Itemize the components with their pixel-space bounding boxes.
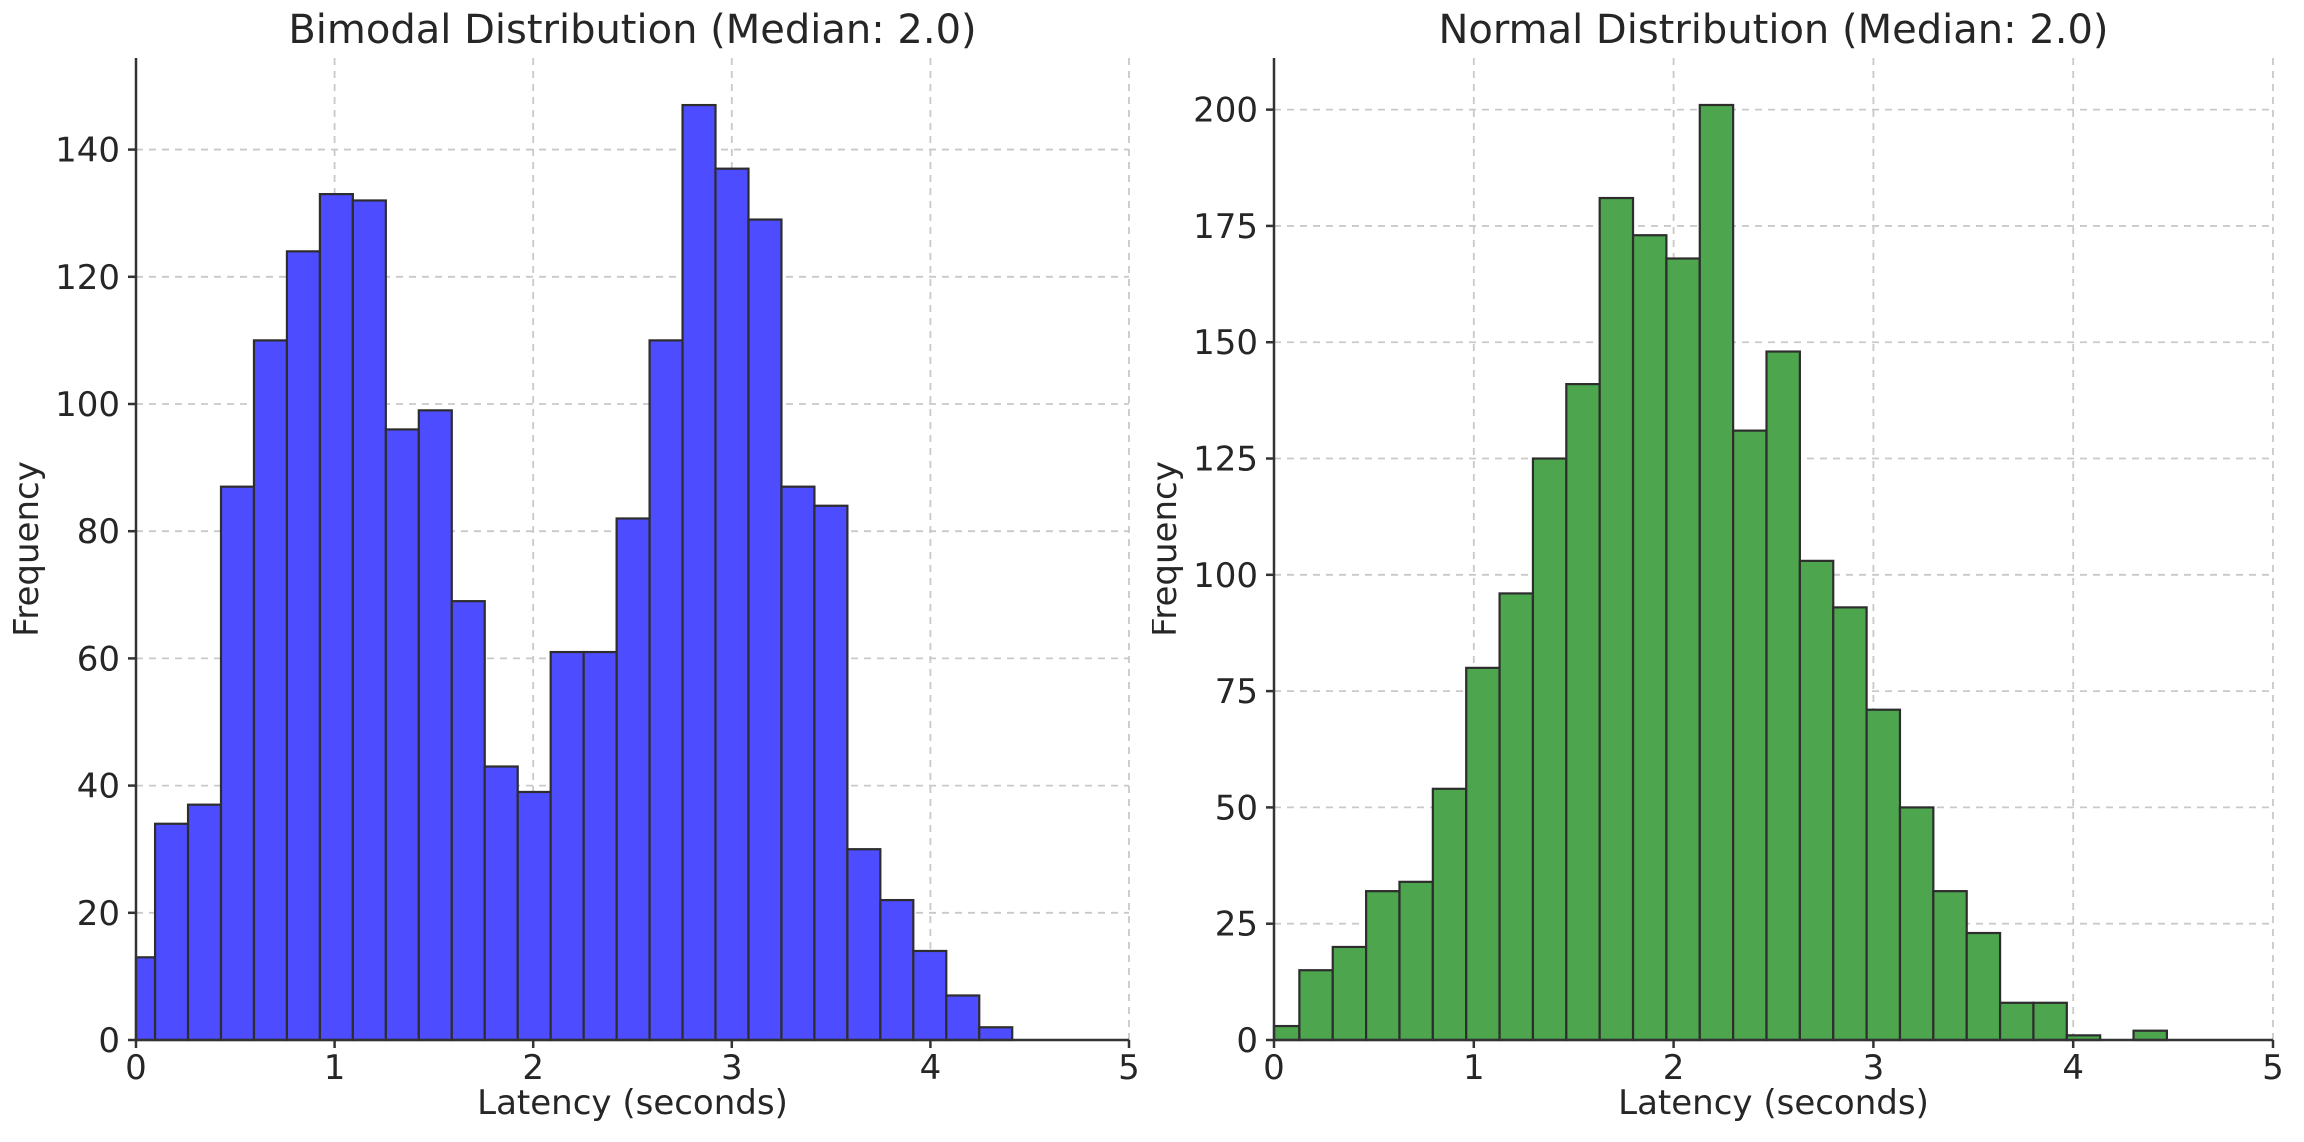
histogram-bar [582,650,618,1042]
x-tick-label: 2 [522,1048,544,1088]
histogram-bar [615,517,651,1042]
histogram-bar [483,765,519,1042]
panel-bimodal: 0 20 40 60 80 100 120 140 0 1 2 3 4 5 Bimodal Distribu… [7,7,1140,1123]
y-tick-label: 40 [77,767,120,807]
histogram-bar [384,428,420,1042]
panel-normal: 0 25 50 75 100 125 150 175 200 0 1 2 3 4 5 Normal Distr… [1152,0,2304,1142]
y-tick-label: 60 [77,639,120,679]
y-tick-label: 200 [1193,91,1258,131]
chart-title: Normal Distribution (Median: 2.0) [1438,7,2108,53]
y-tick-label: 100 [55,385,120,425]
histogram-bar [1732,429,1768,1042]
x-tick-label: 3 [721,1048,743,1088]
x-tick-label: 3 [1863,1048,1885,1088]
histogram-bar [1498,592,1535,1042]
histogram-bar [1465,666,1501,1042]
histogram-bar [780,485,816,1042]
y-tick-label: 25 [1215,905,1258,945]
y-tick-label: 0 [1236,1021,1258,1061]
histogram-bar [450,600,486,1042]
chart-title: Bimodal Distribution (Median: 2.0) [288,7,976,53]
y-tick-label: 150 [1193,323,1258,363]
y-tick-label: 0 [98,1021,120,1061]
y-tick-label: 125 [1193,440,1258,480]
histogram-bar [417,409,453,1042]
histogram-bar [516,790,552,1042]
histogram-bar [1331,945,1368,1042]
x-axis-title: Latency (seconds) [1618,1083,1929,1123]
histogram-bar [1765,350,1801,1042]
histogram-bar [1998,1001,2035,1042]
histogram-bar [912,949,948,1042]
histogram-bar [1631,234,1668,1042]
histogram-bar [747,218,783,1042]
histogram-bar [1798,559,1835,1042]
y-tick-label: 100 [1193,556,1258,596]
histogram-bar [714,167,750,1042]
histogram-bar [1531,457,1568,1042]
histogram-bar [648,339,684,1042]
histogram-bar [1565,382,1601,1042]
histogram-bar [1898,806,1935,1042]
y-axis-title: Frequency [1152,461,1185,637]
y-tick-label: 175 [1193,207,1258,247]
x-tick-label: 5 [2262,1048,2284,1088]
y-tick-label: 80 [77,512,120,552]
x-tick-label: 1 [1463,1048,1485,1088]
histogram-bar [219,485,256,1042]
y-tick-label: 140 [55,131,120,171]
x-tick-label: 4 [920,1048,942,1088]
chart-bimodal-histogram: 0 20 40 60 80 100 120 140 0 1 2 3 4 5 Bimodal Distribu… [7,7,1140,1123]
histogram-bar [1431,787,1468,1042]
histogram-bar [846,848,882,1042]
chart-normal-histogram: 0 25 50 75 100 125 150 175 200 0 1 2 3 4 5 Normal Distr… [1152,7,2284,1123]
x-tick-label: 1 [324,1048,346,1088]
x-tick-label: 4 [2062,1048,2084,1088]
histogram-bar [978,1026,1014,1042]
histogram-bar [1865,708,1902,1042]
x-tick-label: 2 [1663,1048,1685,1088]
x-tick-label: 5 [1118,1048,1140,1088]
histogram-bar [1298,969,1334,1042]
x-tick-label: 0 [1263,1048,1285,1088]
histogram-bar [681,103,717,1042]
histogram-bar [134,956,157,1042]
histogram-bar [1932,890,1968,1042]
histogram-bar [186,803,223,1042]
histogram-bar [1365,890,1401,1042]
y-tick-label: 75 [1215,672,1258,712]
y-tick-label: 50 [1215,788,1258,828]
y-tick-label: 20 [77,894,120,934]
histogram-bar [1398,880,1434,1042]
x-tick-label: 0 [125,1048,147,1088]
histogram-bar [1965,931,2002,1042]
histogram-bar [879,898,915,1042]
x-axis-title: Latency (seconds) [477,1083,788,1123]
histogram-bar [1272,1024,1301,1042]
histogram-bar [2132,1029,2169,1042]
histogram-bar [2032,1001,2068,1042]
histogram-bar [1832,606,1868,1042]
histogram-bar [285,250,322,1042]
histogram-bar [252,339,289,1042]
histogram-bar [318,193,354,1042]
histogram-bar [1665,257,1701,1042]
histogram-bar [1598,196,1635,1042]
histogram-bar [945,994,981,1042]
histogram-bar [351,199,387,1042]
histogram-bar [153,822,190,1042]
histogram-bar [1698,103,1735,1042]
histogram-bar [549,650,585,1042]
y-tick-label: 120 [55,258,120,298]
y-axis-title: Frequency [7,461,47,637]
histogram-bar [813,504,849,1042]
